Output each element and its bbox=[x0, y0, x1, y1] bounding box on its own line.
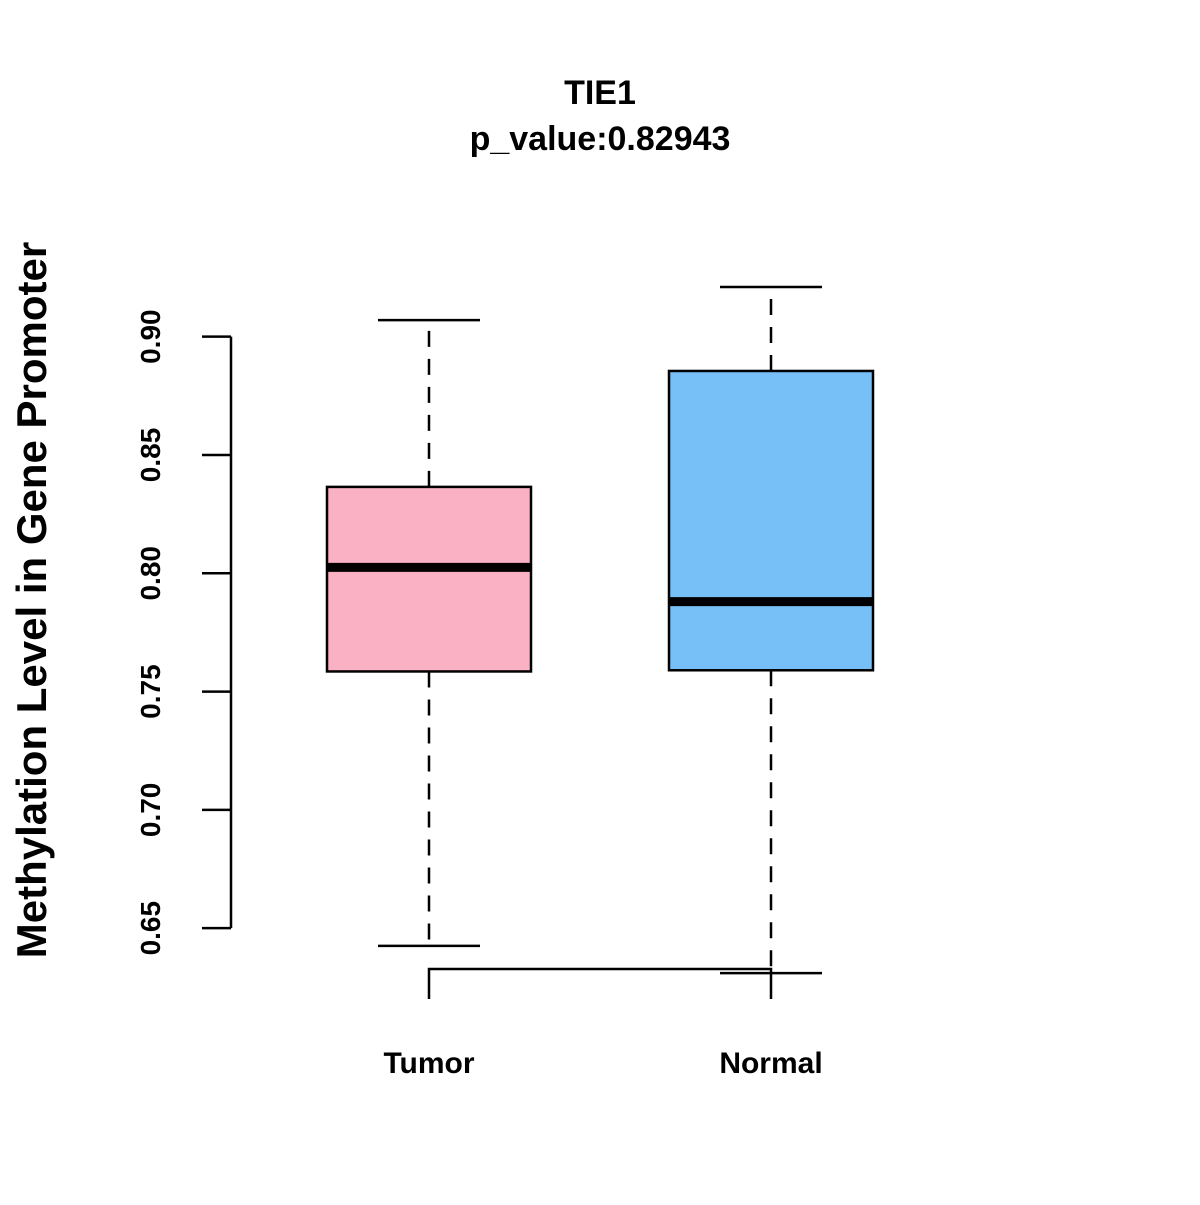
box-iqr bbox=[667, 369, 875, 672]
y-tick-label: 0.70 bbox=[135, 783, 166, 838]
x-axis-labels: Tumor Normal bbox=[383, 1047, 822, 1080]
y-tick-label: 0.85 bbox=[135, 428, 166, 483]
y-tick-label: 0.80 bbox=[135, 546, 166, 601]
comparison-bracket bbox=[427, 967, 773, 999]
x-category-label: Normal bbox=[719, 1047, 822, 1080]
box-series bbox=[325, 285, 875, 975]
box-tumor bbox=[325, 318, 533, 948]
y-axis: 0.65 0.70 0.75 0.80 0.85 0.90 bbox=[135, 309, 233, 956]
chart-subtitle: p_value:0.82943 bbox=[470, 120, 731, 158]
box-normal bbox=[667, 285, 875, 975]
chart-title: TIE1 bbox=[564, 74, 636, 112]
bracket-line bbox=[427, 967, 773, 999]
y-tick-label: 0.75 bbox=[135, 664, 166, 719]
x-category-label: Tumor bbox=[383, 1047, 474, 1080]
y-axis-label: Methylation Level in Gene Promoter bbox=[8, 242, 55, 958]
y-tick-label: 0.65 bbox=[135, 901, 166, 956]
box-iqr bbox=[325, 485, 533, 673]
y-tick-label: 0.90 bbox=[135, 309, 166, 364]
